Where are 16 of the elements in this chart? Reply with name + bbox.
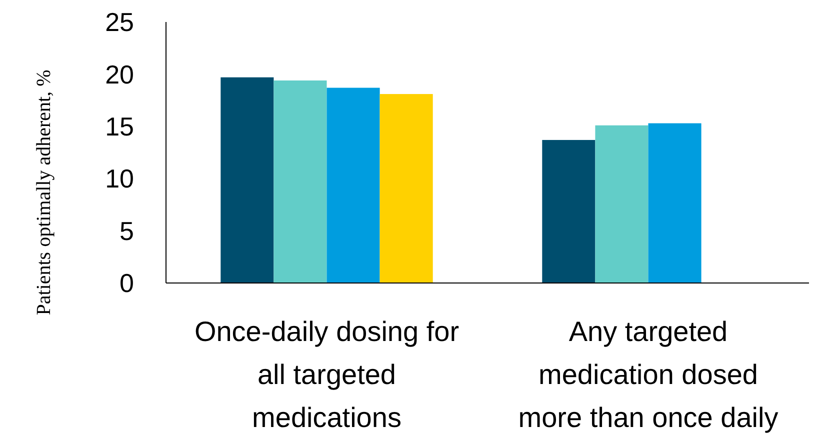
y-tick-label: 20 [105,59,134,90]
y-tick-label: 10 [105,164,134,194]
bar [326,88,380,283]
x-tick-label: Once-daily dosing for all targeted medications [194,316,460,433]
bar [274,80,327,283]
bar [542,140,596,283]
bar [220,77,274,283]
y-axis-title: Patients optimally adherent, % [33,70,55,316]
y-tick-label: 0 [120,268,134,298]
bar [648,123,702,283]
bar [595,125,648,283]
bar [380,94,433,283]
x-tick-label: Any targeted medication dosed more than once daily [518,316,778,433]
y-tick-label: 25 [105,7,134,38]
y-tick-label: 15 [105,112,134,142]
y-tick-label: 5 [120,216,134,246]
